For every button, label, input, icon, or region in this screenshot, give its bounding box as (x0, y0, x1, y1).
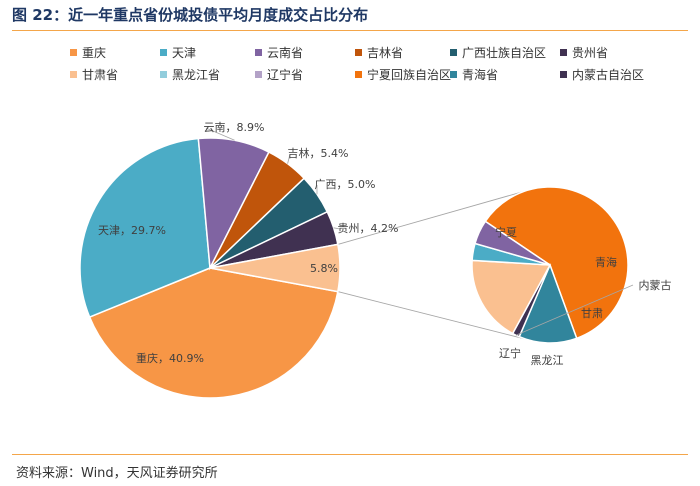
sub-slice-label: 甘肃 (581, 307, 603, 320)
legend-item: 广西壮族自治区 (450, 44, 546, 61)
legend-item: 贵州省 (560, 44, 608, 61)
legend-label: 黑龙江省 (172, 68, 221, 82)
label-leader (333, 227, 341, 230)
legend-label: 贵州省 (572, 46, 609, 60)
legend-label: 青海省 (462, 68, 499, 82)
legend-item: 甘肃省 (70, 66, 118, 83)
legend-label: 重庆 (82, 46, 107, 60)
legend-item: 青海省 (450, 66, 498, 83)
pie-slice (88, 267, 339, 399)
legend-label: 内蒙古自治区 (572, 68, 645, 82)
sub-slice-label: 黑龙江 (531, 354, 564, 367)
legend-swatch (450, 49, 457, 56)
slice-label: 广西，5.0% (315, 178, 376, 191)
pie-slice (209, 243, 341, 293)
sub-slice-label: 宁夏 (495, 225, 517, 239)
legend-label: 宁夏回族自治区 (367, 68, 452, 82)
sub-slice-label: 内蒙古 (639, 278, 672, 292)
connector-line (337, 291, 527, 340)
legend-label: 云南省 (267, 46, 304, 60)
main-pie (79, 137, 341, 399)
legend-item: 辽宁省 (255, 66, 303, 83)
label-leader (287, 153, 291, 164)
slice-label: 重庆，40.9% (136, 351, 204, 365)
legend-item: 宁夏回族自治区 (355, 66, 451, 83)
legend-swatch (160, 49, 167, 56)
legend-item: 天津 (160, 44, 196, 61)
slice-label: 贵州，4.2% (338, 222, 399, 235)
legend-swatch (255, 71, 262, 78)
footer-divider (12, 454, 688, 455)
legend-swatch (255, 49, 262, 56)
sub-slice-label: 青海 (595, 255, 617, 269)
legend-swatch (450, 71, 457, 78)
slice-label: 云南，8.9% (204, 121, 265, 134)
pie-slice (79, 137, 211, 319)
legend-swatch (355, 49, 362, 56)
slice-label: 5.8% (310, 262, 338, 275)
chart-source: 资料来源：Wind，天风证券研究所 (16, 466, 218, 481)
sub-pie (471, 186, 629, 344)
label-leader (515, 284, 634, 336)
title-divider (12, 30, 688, 31)
slice-labels: 重庆，40.9% 天津，29.7% 云南，8.9% 吉林，5.4% 广西，5.0% 贵州，… (98, 121, 671, 367)
legend-label: 吉林省 (367, 46, 404, 60)
legend-item: 黑龙江省 (160, 66, 220, 83)
legend-swatch (560, 49, 567, 56)
legend-swatch (560, 71, 567, 78)
slice-label: 天津，29.7% (98, 224, 166, 237)
slice-label: 吉林，5.4% (288, 146, 349, 160)
sub-pie-slice (471, 259, 552, 335)
chart-title: 图 22：近一年重点省份城投债平均月度成交占比分布 (12, 6, 369, 24)
legend-item: 重庆 (70, 44, 106, 61)
legend-item: 云南省 (255, 44, 303, 61)
sub-slice-label: 辽宁 (499, 346, 521, 360)
legend-swatch (355, 71, 362, 78)
legend-label: 辽宁省 (267, 68, 304, 82)
legend-label: 广西壮族自治区 (462, 46, 547, 60)
legend-item: 内蒙古自治区 (560, 66, 644, 83)
legend-swatch (70, 71, 77, 78)
legend-label: 天津 (172, 46, 197, 60)
legend-swatch (160, 71, 167, 78)
sub-pie-slice (474, 220, 551, 266)
connector-lines (337, 189, 530, 340)
legend-item: 吉林省 (355, 44, 403, 61)
connector-line (337, 189, 530, 245)
sub-pie-slice (484, 186, 629, 340)
legend-swatch (70, 49, 77, 56)
legend-label: 甘肃省 (82, 68, 119, 82)
label-leader (205, 127, 235, 141)
